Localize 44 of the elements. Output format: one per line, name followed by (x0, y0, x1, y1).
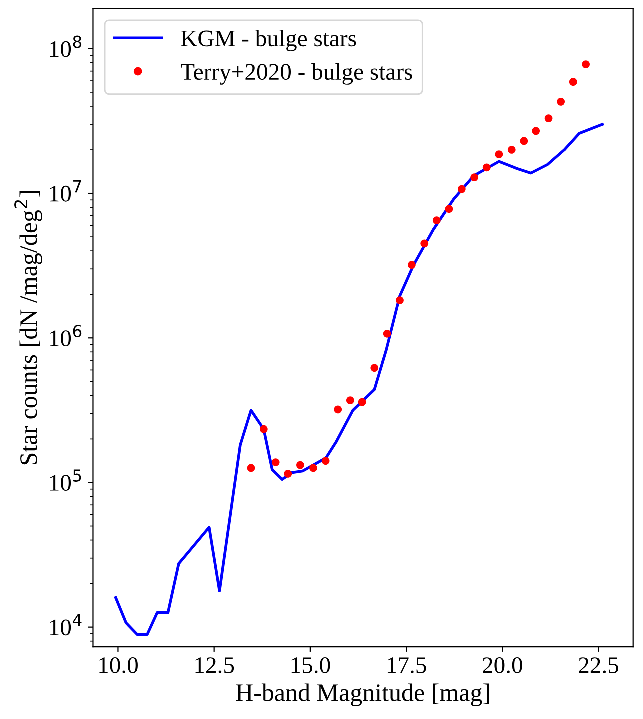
point (296, 461, 304, 470)
point (432, 216, 441, 225)
point (358, 398, 366, 406)
point (582, 60, 590, 68)
y-tick-label: 10$^{6}$ (50, 324, 82, 347)
y-tick-label: 10$^{4}$ (50, 614, 82, 636)
point (445, 205, 454, 214)
point (284, 470, 292, 478)
x-tick-label: 17.5 (388, 658, 426, 674)
point (520, 137, 528, 146)
point (508, 146, 516, 154)
line-series (114, 123, 604, 636)
point (272, 458, 280, 466)
y-tick-label: 10$^{8}$ (50, 36, 82, 58)
point (247, 464, 256, 472)
x-tick-label: 22.5 (579, 658, 618, 674)
legend-label: Terry+2020 - bulge stars (181, 63, 412, 85)
y-tick-label: 10$^{7}$ (50, 180, 82, 202)
point (383, 330, 392, 338)
x-tick-label: 12.5 (196, 658, 234, 674)
x-tick-label: 15.0 (292, 658, 330, 674)
point (458, 185, 466, 194)
point (569, 78, 578, 86)
x-tick-label: 20.0 (483, 658, 522, 674)
point (322, 457, 330, 466)
point (310, 464, 318, 472)
y-axis-title: Star counts [dN /mag/deg$^{2}$] (14, 192, 42, 465)
legend-label: KGM - bulge stars (181, 30, 356, 52)
x-axis-title: H-band Magnitude [mag] (236, 684, 490, 707)
point (557, 98, 566, 106)
point (420, 240, 429, 248)
y-tick-label: 10$^{5}$ (50, 470, 82, 492)
point (408, 261, 416, 270)
point (470, 174, 479, 182)
point (346, 396, 354, 404)
point (260, 425, 268, 434)
point (370, 364, 379, 372)
point (334, 406, 342, 414)
point (396, 296, 404, 304)
point (544, 114, 553, 122)
point (532, 127, 540, 136)
point (482, 164, 491, 172)
point (495, 150, 504, 158)
x-tick-label: 10.0 (100, 658, 138, 674)
